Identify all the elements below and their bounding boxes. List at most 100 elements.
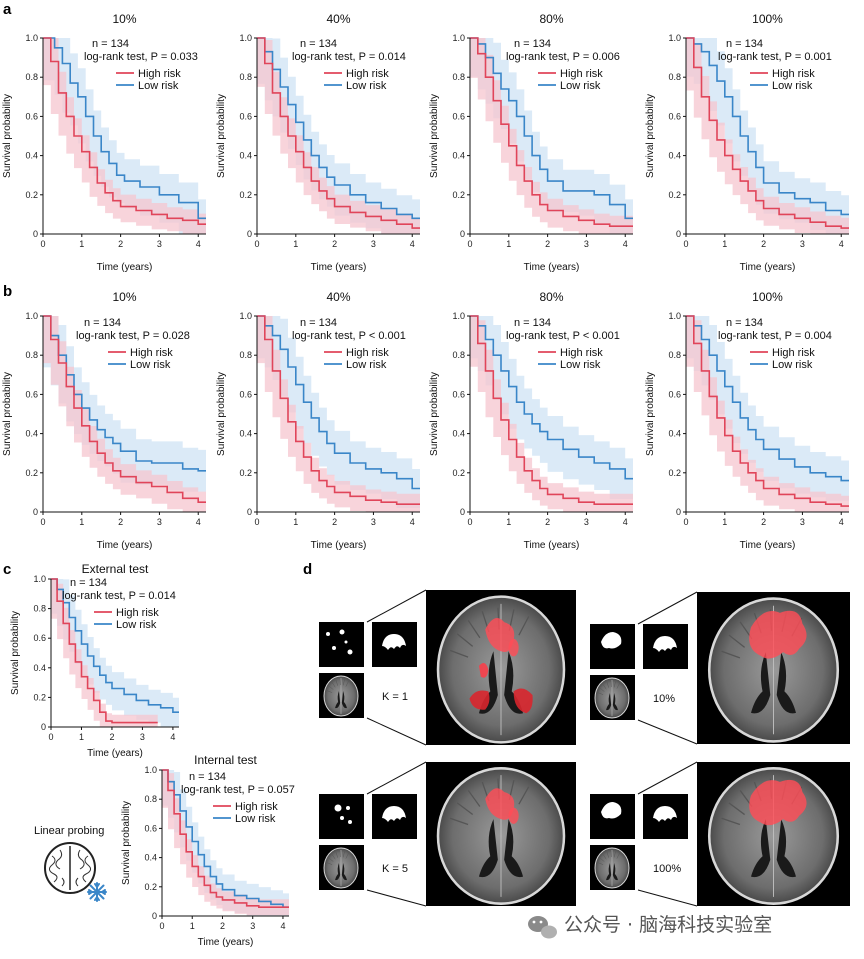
y-tick-label: 0.4 <box>144 853 157 863</box>
x-tick-label: 3 <box>371 517 376 527</box>
low-risk-curve <box>51 578 179 713</box>
y-tick-label: 0.6 <box>144 823 157 833</box>
x-tick-label: 2 <box>118 517 123 527</box>
high-risk-curve <box>470 37 633 227</box>
x-tick-label: 1 <box>722 239 727 249</box>
sulcus <box>335 679 338 686</box>
p-value-annotation: log-rank test, P = 0.057 <box>181 784 295 796</box>
right-ventricle <box>776 652 796 714</box>
right-ventricle <box>504 651 524 714</box>
y-axis-label: Survival probability <box>216 94 227 178</box>
legend-low-label: Low risk <box>138 80 179 92</box>
y-tick-label: 0 <box>152 911 157 921</box>
legend-low-label: Low risk <box>772 359 813 371</box>
legend-high-label: High risk <box>346 68 389 80</box>
legend-low-label: Low risk <box>560 359 601 371</box>
sulcus <box>449 817 469 826</box>
sulcus <box>343 851 345 858</box>
y-tick-label: 0.6 <box>239 389 252 399</box>
zoom-line <box>637 889 698 907</box>
x-tick-label: 0 <box>159 921 164 931</box>
sulcus <box>598 692 604 695</box>
y-tick-label: 0.2 <box>33 692 46 702</box>
x-axis-label: Time (years) <box>524 262 580 273</box>
low-risk-curve <box>470 37 633 220</box>
legend-low-label: Low risk <box>116 619 157 631</box>
chart-title: 10% <box>112 12 136 26</box>
chart-title: 10% <box>112 290 136 304</box>
legend-low-label: Low risk <box>235 813 276 825</box>
y-tick-label: 0 <box>33 229 38 239</box>
chart-b-40: 40% 0 0.2 0.4 0.6 0.8 1.0 0 1 2 3 4 Time (years) Surv… <box>216 290 420 551</box>
y-tick-label: 0.8 <box>239 350 252 360</box>
zoom-line <box>366 889 427 907</box>
chart-c-int: Internal test 0 0.2 0.4 0.6 0.8 1.0 0 1 2 3 4 Time (… <box>121 753 295 948</box>
x-tick-label: 2 <box>332 239 337 249</box>
sulcus <box>449 649 469 658</box>
low-risk-curve <box>257 315 420 490</box>
chart-title: 100% <box>752 12 783 26</box>
low-risk-ci-band <box>43 316 206 492</box>
segmentation-example: K = 1 <box>319 589 576 746</box>
sulcus <box>467 790 481 807</box>
y-tick-label: 0.6 <box>239 111 252 121</box>
chart-title: 40% <box>326 290 350 304</box>
x-tick-label: 2 <box>109 732 114 742</box>
p-value-annotation: log-rank test, P = 0.004 <box>718 330 832 342</box>
p-value-annotation: log-rank test, P = 0.014 <box>62 590 176 602</box>
sulcus <box>600 858 605 862</box>
y-tick-label: 0.4 <box>239 151 252 161</box>
low-risk-curve <box>686 315 849 482</box>
y-tick-label: 0.8 <box>452 350 465 360</box>
y-axis-label: Survival probability <box>429 94 440 178</box>
y-tick-label: 0.8 <box>668 72 681 82</box>
high-risk-curve <box>43 37 206 225</box>
p-value-annotation: log-rank test, P = 0.014 <box>292 51 406 63</box>
legend-high-label: High risk <box>560 347 603 359</box>
x-tick-label: 3 <box>157 517 162 527</box>
sulcus <box>616 853 620 859</box>
sulcus <box>331 682 336 688</box>
y-tick-label: 0.6 <box>452 389 465 399</box>
pred-mask-blob <box>334 804 342 812</box>
y-tick-label: 0.4 <box>25 429 38 439</box>
x-tick-label: 1 <box>79 517 84 527</box>
linear-probing-label: Linear probing <box>34 825 104 837</box>
y-axis-label: Survival probability <box>2 372 13 456</box>
x-tick-label: 0 <box>254 517 259 527</box>
lesion-mask <box>485 788 515 820</box>
x-tick-label: 1 <box>506 517 511 527</box>
high-risk-ci-band <box>162 770 289 916</box>
x-tick-label: 2 <box>118 239 123 249</box>
sulcus <box>602 854 607 860</box>
y-tick-label: 0.6 <box>33 633 46 643</box>
sulcus <box>518 786 530 805</box>
y-tick-label: 0.4 <box>25 151 38 161</box>
x-axis-label: Time (years) <box>87 748 143 759</box>
left-ventricle <box>606 693 612 711</box>
x-tick-label: 2 <box>220 921 225 931</box>
x-tick-label: 0 <box>48 732 53 742</box>
zoom-line <box>637 719 698 745</box>
x-tick-label: 4 <box>170 732 175 742</box>
x-tick-label: 1 <box>79 239 84 249</box>
lesion-mask <box>508 807 519 824</box>
x-tick-label: 1 <box>190 921 195 931</box>
y-tick-label: 0 <box>460 507 465 517</box>
n-annotation: n = 134 <box>300 38 337 50</box>
x-tick-label: 2 <box>332 517 337 527</box>
shot-label: 10% <box>653 693 675 705</box>
y-tick-label: 0 <box>247 507 252 517</box>
low-risk-curve <box>162 769 289 908</box>
sulcus <box>721 817 741 826</box>
n-annotation: n = 134 <box>726 317 763 329</box>
x-tick-label: 1 <box>293 239 298 249</box>
zoom-line <box>366 717 427 746</box>
y-tick-label: 1.0 <box>668 311 681 321</box>
x-tick-label: 4 <box>839 239 844 249</box>
left-ventricle <box>478 651 498 714</box>
y-tick-label: 1.0 <box>25 33 38 43</box>
n-annotation: n = 134 <box>514 317 551 329</box>
wechat-icon <box>528 916 557 939</box>
sulcus <box>456 633 474 647</box>
